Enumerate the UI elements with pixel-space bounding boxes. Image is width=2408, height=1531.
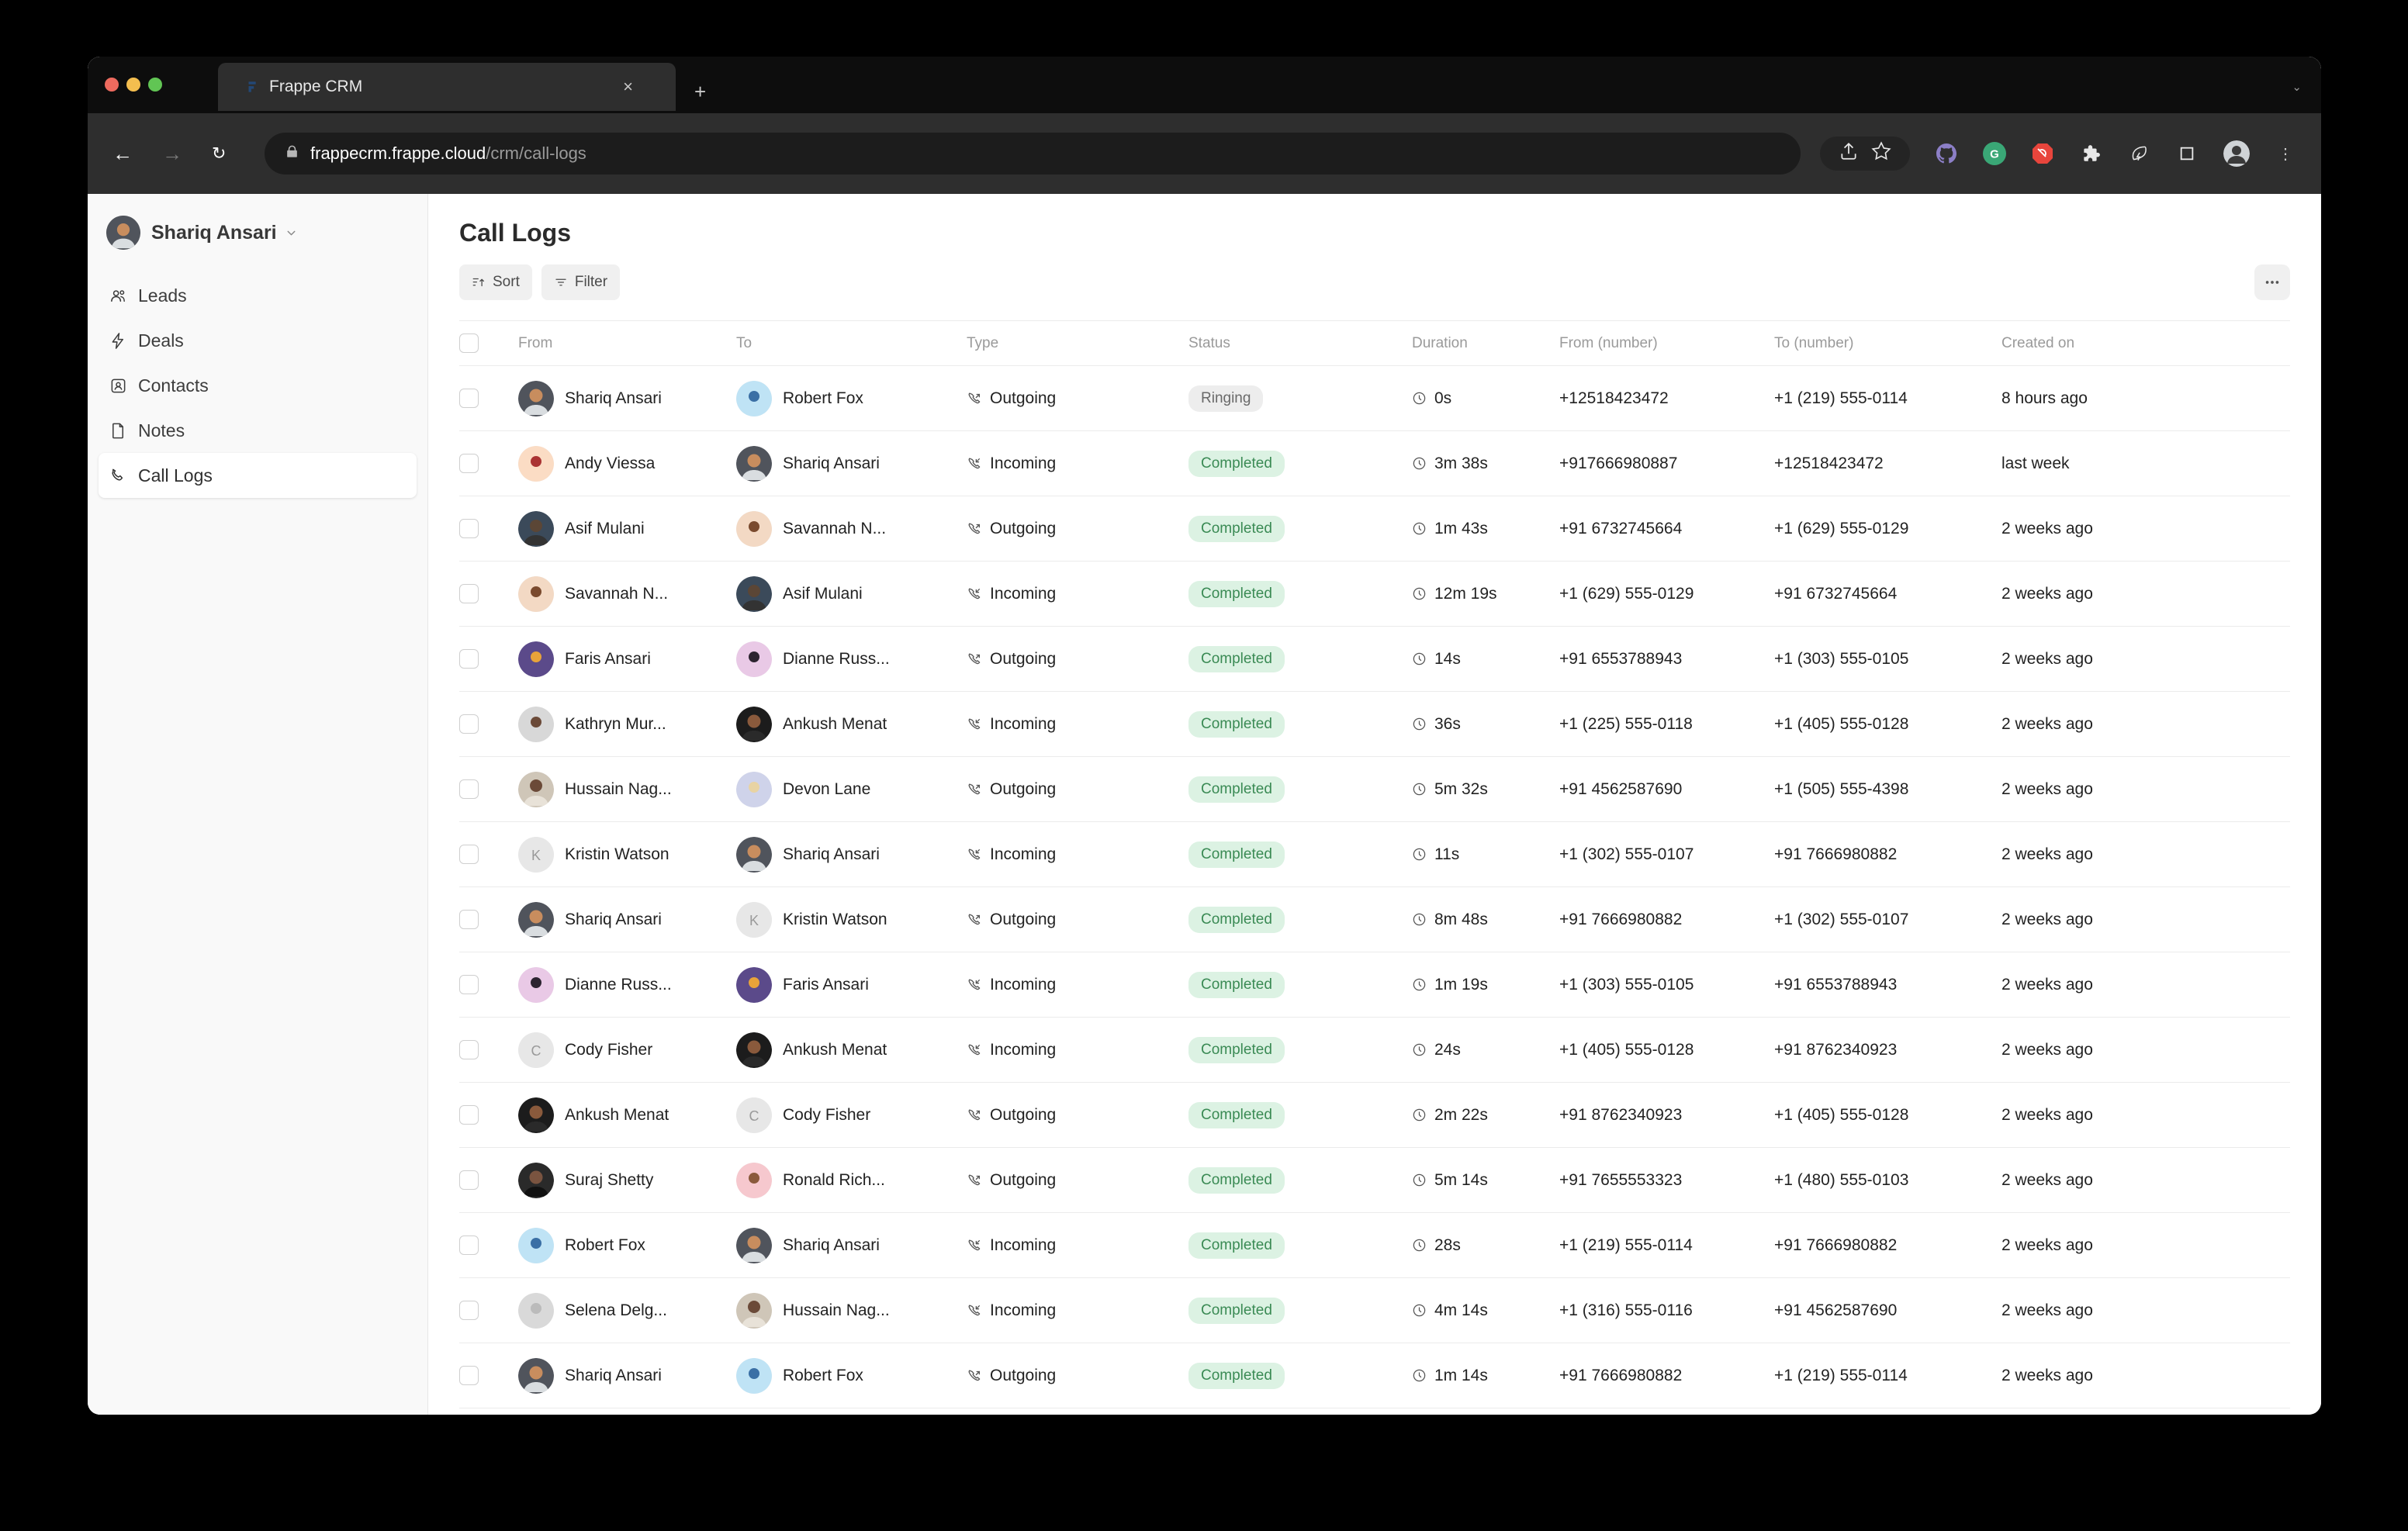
svg-text:C: C	[531, 1043, 541, 1059]
svg-text:K: K	[749, 913, 759, 928]
svg-text:C: C	[749, 1108, 759, 1124]
svg-text:G: G	[1990, 148, 1999, 161]
svg-text:K: K	[531, 848, 541, 863]
